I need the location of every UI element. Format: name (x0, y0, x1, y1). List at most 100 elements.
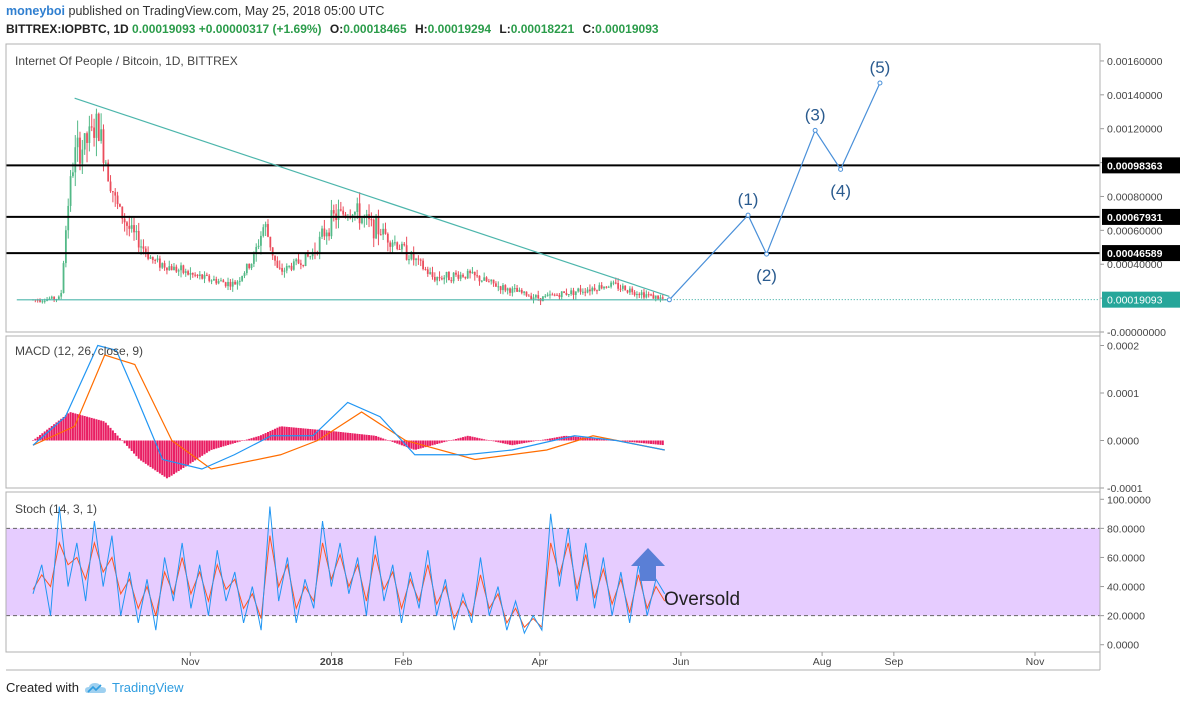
macd-histogram-bar (114, 433, 117, 441)
macd-pane[interactable]: 0.0002 0.0001 0.0000 -0.0001 (31, 341, 1143, 496)
candle-body (248, 263, 251, 269)
candle-body (88, 126, 91, 143)
candle-body (511, 288, 514, 293)
macd-histogram-bar (480, 438, 483, 441)
stoch-band (6, 528, 1100, 616)
candle-body (100, 129, 103, 141)
candle-body (281, 268, 283, 272)
candle-body (177, 270, 180, 272)
macd-histogram-bar (217, 440, 220, 448)
candle-body (480, 280, 483, 282)
macd-histogram-bar (222, 440, 225, 447)
macd-histogram-bar (189, 440, 192, 464)
macd-histogram-bar (544, 439, 547, 441)
macd-histogram-bar (525, 440, 528, 443)
macd-histogram-bar (513, 440, 516, 445)
macd-histogram-bar (123, 440, 126, 444)
candle-body (422, 260, 424, 270)
candle-body (309, 256, 312, 258)
candle-body (633, 292, 636, 295)
level-price-tag (1102, 208, 1180, 225)
candle-body (393, 242, 396, 244)
macd-histogram-bar (281, 426, 284, 441)
wave-label-2: (2) (756, 266, 777, 285)
macd-histogram-bar (497, 440, 500, 443)
wave-point (838, 166, 844, 172)
arrow-up-icon (631, 548, 665, 581)
macd-histogram-bar (335, 431, 338, 441)
wave-point (877, 80, 883, 86)
macd-histogram-bar (83, 416, 86, 441)
candle-body (104, 162, 107, 164)
candle-body (640, 292, 643, 296)
candle-body (504, 285, 507, 291)
macd-histogram-bar (55, 422, 58, 441)
macd-line (32, 344, 665, 470)
candle-body (636, 294, 638, 296)
author-link[interactable]: moneyboi (6, 4, 66, 18)
macd-histogram-bar (158, 440, 161, 474)
macd-histogram-bar (194, 440, 197, 461)
close-label: C: (582, 22, 596, 36)
candle-body (419, 259, 422, 261)
macd-histogram-bar (180, 440, 183, 470)
candle-body (386, 233, 389, 243)
candle-body (76, 137, 79, 148)
macd-histogram-bar (595, 438, 598, 441)
candle-body (234, 281, 236, 285)
macd-histogram-bar (149, 440, 152, 468)
macd-histogram-bar (501, 440, 504, 444)
candle-body (67, 205, 70, 231)
candle-body (156, 258, 159, 261)
candle-body (41, 301, 44, 303)
candle-body (79, 137, 81, 164)
high-label: H: (414, 22, 428, 36)
candle-body (194, 274, 197, 276)
macd-histogram-bar (236, 440, 239, 443)
candle-body (563, 291, 565, 293)
macd-histogram-bar (516, 440, 519, 445)
macd-histogram-bar (635, 440, 638, 443)
candle-body (415, 258, 417, 261)
stoch-pane[interactable]: 100.0000 80.0000 60.0000 40.0000 20.0000 0.00… (6, 494, 1151, 652)
candle-body (598, 285, 601, 291)
candle-body (250, 263, 253, 269)
macd-histogram-bar (509, 440, 512, 445)
macd-signal-line (32, 354, 665, 470)
macd-histogram-bar (603, 439, 606, 441)
macd-histogram-bar (182, 440, 185, 469)
macd-histogram-bar (584, 437, 587, 441)
price-pane[interactable]: 0.001600000.001400000.001200000.00100000… (6, 56, 1180, 339)
macd-histogram-bar (379, 437, 382, 441)
candle-body (342, 210, 345, 215)
candle-body (72, 172, 74, 177)
candle-body (558, 295, 561, 298)
macd-histogram-bar (39, 435, 42, 441)
macd-histogram-bar (130, 440, 133, 452)
macd-histogram-bar (304, 428, 307, 441)
macd-histogram-bar (466, 435, 469, 441)
macd-histogram-bar (633, 440, 636, 443)
candle-body (502, 285, 504, 291)
macd-histogram-bar (234, 440, 237, 443)
candle-body (546, 294, 549, 296)
time-axis-label: Aug (813, 656, 832, 668)
candle-body (328, 232, 330, 237)
candle-body (647, 294, 650, 296)
tradingview-link[interactable]: TradingView (84, 680, 184, 695)
macd-histogram-bar (393, 440, 396, 443)
time-axis[interactable]: Nov 2018 Feb Apr Jun Aug Sep Nov (181, 652, 1045, 668)
low-label: L: (499, 22, 511, 36)
time-axis-label: Nov (1026, 656, 1045, 668)
candle-body (311, 251, 314, 257)
candle-body (605, 286, 608, 288)
macd-histogram-bar (177, 440, 180, 472)
stoch-k-line (32, 506, 666, 635)
candle-body (478, 275, 481, 282)
macd-histogram-bar (440, 440, 443, 443)
macd-histogram-bar (433, 440, 436, 445)
candle-body (276, 260, 279, 268)
macd-histogram-bar (454, 438, 457, 441)
candle-body (119, 204, 121, 207)
